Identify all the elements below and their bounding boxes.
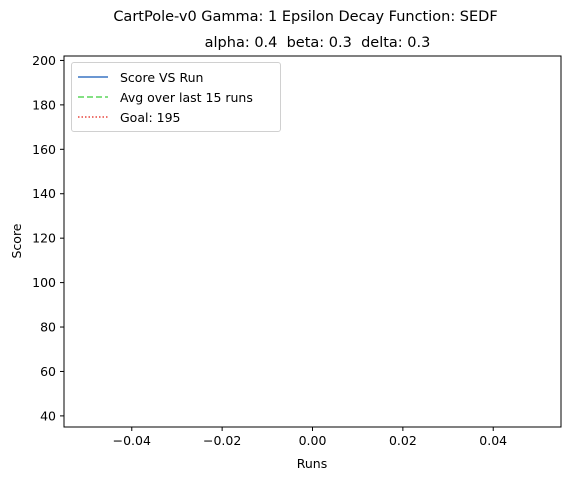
y-tick-label: 180	[32, 97, 56, 112]
y-tick-label: 80	[40, 320, 56, 335]
y-tick-label: 120	[32, 231, 56, 246]
legend-label: Score VS Run	[120, 70, 203, 85]
legend: Score VS Run Avg over last 15 runs Goal:…	[71, 62, 281, 132]
legend-label: Goal: 195	[120, 110, 181, 125]
y-tick-label: 100	[32, 275, 56, 290]
legend-item-goal: Goal: 195	[78, 108, 181, 126]
y-tick-label: 140	[32, 186, 56, 201]
y-tick-label: 160	[32, 142, 56, 157]
x-tick-label: 0.02	[389, 433, 417, 448]
legend-item-avg: Avg over last 15 runs	[78, 88, 253, 106]
legend-item-score: Score VS Run	[78, 68, 203, 86]
x-tick-label: 0.04	[479, 433, 507, 448]
y-tick-label: 40	[40, 408, 56, 423]
y-tick-label: 200	[32, 53, 56, 68]
y-axis-label: Score	[9, 223, 24, 258]
x-tick-label: −0.04	[113, 433, 151, 448]
y-tick-label: 60	[40, 364, 56, 379]
legend-label: Avg over last 15 runs	[120, 90, 253, 105]
x-axis-label: Runs	[297, 456, 327, 471]
x-tick-label: −0.02	[203, 433, 241, 448]
x-tick-label: 0.00	[299, 433, 327, 448]
